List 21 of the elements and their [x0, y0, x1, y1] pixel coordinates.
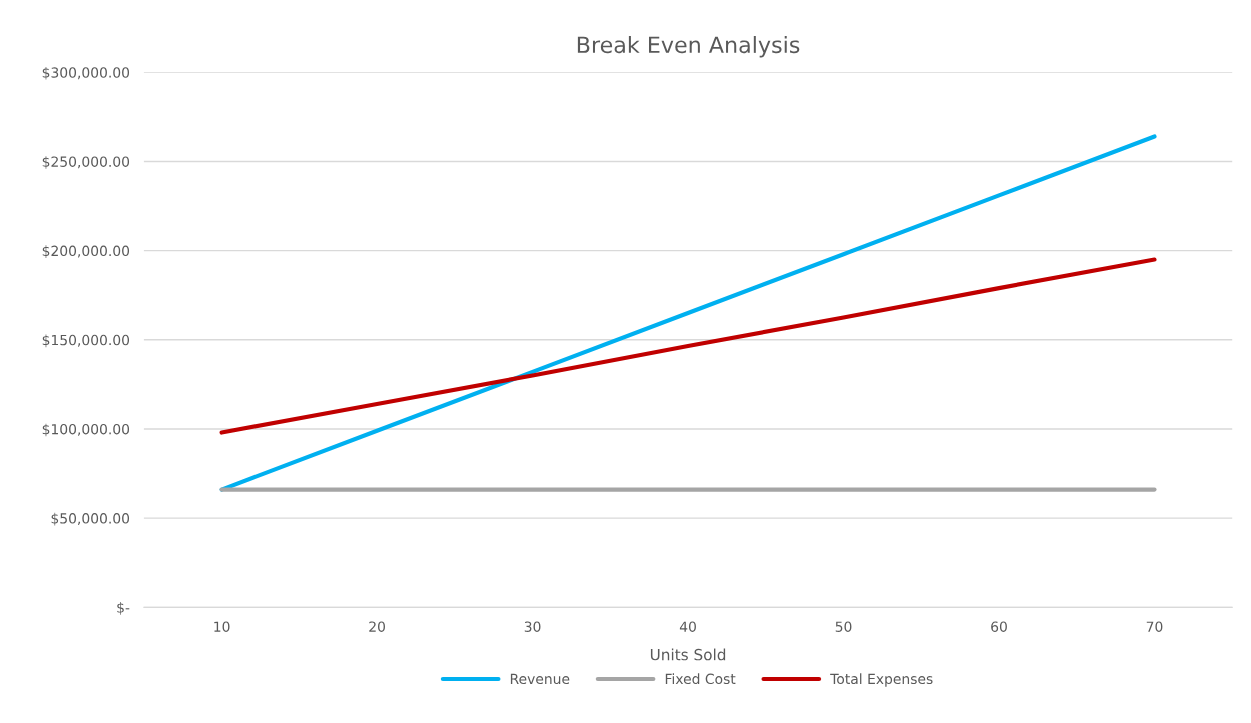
y-tick-label: $200,000.00: [42, 245, 130, 258]
x-tick-label: 50: [835, 621, 852, 632]
x-tick-label: 20: [369, 621, 385, 632]
x-tick-label: 30: [524, 621, 541, 632]
legend-label: Revenue: [510, 673, 570, 685]
line-series: [219, 257, 1157, 435]
y-tick-label: $300,000.00: [42, 67, 130, 80]
y-tick-label: $-: [117, 602, 130, 615]
legend-label: Fixed Cost: [665, 673, 736, 685]
y-tick-label: $100,000.00: [42, 423, 130, 437]
x-tick-label: 60: [991, 621, 1007, 632]
x-tick-label: 40: [679, 621, 696, 632]
x-axis-title: Units Sold: [650, 648, 726, 661]
line-series: [219, 134, 1157, 492]
x-tick-label: 70: [1146, 621, 1163, 632]
x-tick-label: 10: [214, 621, 230, 632]
legend-label: Total Expenses: [830, 673, 933, 687]
chart-title: Break Even Analysis: [577, 35, 800, 58]
y-tick-label: $250,000.00: [42, 156, 130, 169]
y-tick-label: $150,000.00: [42, 334, 130, 348]
y-tick-label: $50,000.00: [51, 512, 130, 526]
